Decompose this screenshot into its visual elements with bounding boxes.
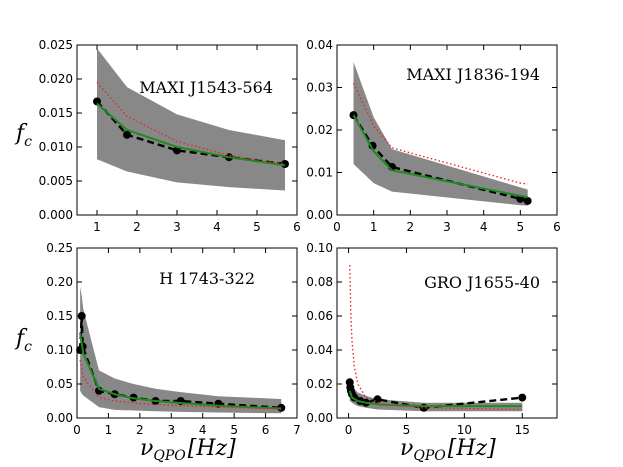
- x-axis-label: νQPO[Hz]: [140, 436, 236, 464]
- x-tick-label: 1: [105, 423, 113, 437]
- y-axis-label: fc: [14, 326, 32, 355]
- x-tick-label: 0: [333, 220, 341, 234]
- model-upper-line: [349, 264, 523, 411]
- x-tick-label: 4: [213, 220, 221, 234]
- y-tick-label: 0.00: [46, 411, 73, 425]
- y-tick-label: 0.05: [46, 377, 73, 391]
- y-tick-label: 0.020: [39, 72, 73, 86]
- model-upper-line: [96, 81, 286, 165]
- x-tick-label: 10: [457, 423, 472, 437]
- x-tick-label: 15: [515, 423, 530, 437]
- x-tick-label: 2: [136, 423, 144, 437]
- y-tick-label: 0.005: [39, 174, 73, 188]
- x-tick-label: 1: [370, 220, 378, 234]
- uncertainty-band: [97, 48, 285, 191]
- model-line: [352, 114, 528, 199]
- uncertainty-band: [80, 286, 282, 414]
- plot-frame: [76, 247, 298, 419]
- y-tick-label: 0.00: [306, 411, 333, 425]
- y-tick-label: 0.08: [306, 275, 333, 289]
- x-tick-label: 5: [517, 220, 525, 234]
- panel-2: 0 1 2 3 4 5 6 0.00 0.01 0.02 0.03 0.04 MAXI J1836-19…: [306, 38, 561, 234]
- y-tick-label: 0.02: [306, 377, 333, 391]
- y-tick-label: 0.10: [46, 343, 73, 357]
- x-tick-label: 2: [133, 220, 141, 234]
- x-tick-label: 7: [293, 423, 301, 437]
- panel-4: 0 5 10 15 0.00 0.02 0.04 0.06 0.08 0.10 GRO J1655-…: [306, 241, 558, 437]
- y-tick-label: 0.025: [39, 38, 73, 52]
- x-tick-label: 6: [553, 220, 561, 234]
- panel-1: 1 2 3 4 5 6 0.000 0.005 0.010 0.015 0.020 0.025 MAXI…: [39, 38, 301, 234]
- x-tick-label: 1: [93, 220, 101, 234]
- y-tick-label: 0.02: [306, 123, 333, 137]
- plot-frame: [76, 44, 298, 216]
- y-tick-label: 0.20: [46, 275, 73, 289]
- y-tick-label: 0.000: [39, 208, 73, 222]
- x-tick-label: 4: [480, 220, 488, 234]
- source-label: MAXI J1543-564: [139, 78, 273, 97]
- x-tick-label: 3: [443, 220, 451, 234]
- x-tick-label: 2: [407, 220, 415, 234]
- data-point: [523, 196, 532, 205]
- x-tick-label: 3: [167, 423, 175, 437]
- x-tick-label: 6: [262, 423, 270, 437]
- panel-3: 0 1 2 3 4 5 6 7 0.00 0.05 0.10 0.15 0.20 0.25 H 1743-3…: [46, 241, 301, 437]
- data-point: [518, 393, 527, 402]
- x-tick-label: 5: [230, 423, 238, 437]
- x-tick-label: 5: [403, 423, 411, 437]
- x-axis-label: νQPO[Hz]: [400, 436, 496, 464]
- y-tick-label: 0.04: [306, 38, 333, 52]
- x-tick-label: 0: [73, 423, 81, 437]
- plot-frame: [336, 247, 558, 419]
- model-line: [79, 332, 282, 410]
- y-axis-label: fc: [14, 121, 32, 150]
- data-point: [123, 130, 131, 139]
- x-tick-label: 5: [253, 220, 261, 234]
- x-tick-label: 6: [293, 220, 301, 234]
- model-line: [348, 390, 523, 408]
- y-tick-label: 0.06: [306, 309, 333, 323]
- uncertainty-band: [353, 62, 528, 206]
- y-tick-label: 0.010: [39, 140, 73, 154]
- y-tick-label: 0.00: [306, 208, 333, 222]
- source-label: MAXI J1836-194: [406, 65, 540, 84]
- y-tick-label: 0.03: [306, 81, 333, 95]
- y-tick-label: 0.25: [46, 241, 73, 255]
- x-tick-label: 0: [345, 423, 353, 437]
- y-tick-label: 0.15: [46, 309, 73, 323]
- data-point: [93, 97, 101, 106]
- y-tick-label: 0.04: [306, 343, 333, 357]
- y-tick-label: 0.015: [39, 106, 73, 120]
- y-tick-label: 0.01: [306, 166, 333, 180]
- source-label: H 1743-322: [159, 269, 255, 288]
- data-point: [373, 395, 382, 404]
- y-tick-label: 0.10: [306, 241, 333, 255]
- model-line: [96, 102, 286, 167]
- x-tick-label: 3: [173, 220, 181, 234]
- x-tick-label: 4: [199, 423, 207, 437]
- source-label: GRO J1655-40: [424, 273, 540, 292]
